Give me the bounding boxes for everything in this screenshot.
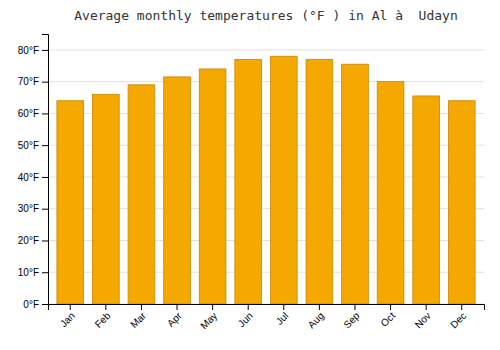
- grid-line: [48, 81, 484, 82]
- y-tick-mark: [42, 82, 48, 83]
- x-tick-mark: [212, 304, 213, 310]
- bar: [342, 64, 369, 304]
- x-tick-mark: [105, 304, 106, 310]
- y-tick: 20°F: [18, 235, 48, 246]
- x-tick: Nov: [413, 304, 433, 330]
- y-tick-label: 10°F: [18, 267, 39, 278]
- title: Average monthly temperatures (°F ) in Al…: [74, 8, 458, 23]
- y-tick-label: 20°F: [18, 235, 39, 246]
- bar: [306, 59, 333, 304]
- y-tick-mark: [42, 113, 48, 114]
- y-tick: 70°F: [18, 76, 48, 87]
- x-tick-mark: [177, 304, 178, 310]
- x-axis-line: [49, 305, 485, 311]
- x-tick: Jun: [236, 304, 255, 329]
- bar: [448, 101, 475, 304]
- y-axis-line: [42, 35, 49, 305]
- bar: [199, 69, 226, 304]
- y-tick-mark: [42, 240, 48, 241]
- x-tick-label: May: [198, 310, 219, 331]
- x-tick-mark: [426, 304, 427, 310]
- x-tick-mark: [141, 304, 142, 310]
- x-tick: Sep: [341, 304, 362, 330]
- y-tick: 40°F: [18, 172, 48, 183]
- x-tick-mark: [319, 304, 320, 310]
- x-tick-label: Nov: [413, 310, 433, 330]
- bar: [128, 85, 155, 304]
- x-tick-mark: [354, 304, 355, 310]
- chart: 0°F 10°F 20°F 30°F 40°F 50°F 60°F 70°F 80°F Jan Fe…: [0, 0, 500, 350]
- y-tick: 60°F: [18, 108, 48, 119]
- x-tick-label: Jul: [274, 310, 291, 327]
- y-tick-mark: [42, 177, 48, 178]
- bar: [164, 77, 191, 304]
- x-tick-label: Jun: [236, 310, 255, 329]
- y-tick-label: 30°F: [18, 203, 39, 214]
- bar: [92, 94, 119, 304]
- y-tick-mark: [42, 50, 48, 51]
- x-tick: Mar: [128, 304, 148, 330]
- y-tick-mark: [42, 145, 48, 146]
- y-tick-label: 60°F: [18, 108, 39, 119]
- x-tick-mark: [390, 304, 391, 310]
- x-tick-label: Dec: [448, 310, 468, 330]
- y-tick-label: 80°F: [18, 45, 39, 56]
- y-tick-label: 50°F: [18, 140, 39, 151]
- x-tick-label: Jan: [58, 310, 77, 329]
- bar: [377, 82, 404, 304]
- y-tick-mark: [42, 272, 48, 273]
- x-tick-mark: [461, 304, 462, 310]
- x-tick-label: Feb: [93, 310, 113, 330]
- bar: [413, 96, 440, 304]
- x-tick: Dec: [448, 304, 468, 330]
- plot: 0°F 10°F 20°F 30°F 40°F 50°F 60°F 70°F 80°F Jan Fe…: [18, 35, 485, 332]
- y-axis: 0°F 10°F 20°F 30°F 40°F 50°F 60°F 70°F 80°F: [18, 35, 49, 310]
- y-tick-mark: [42, 304, 48, 305]
- y-tick-mark: [42, 209, 48, 210]
- x-tick-label: Apr: [165, 310, 184, 329]
- x-tick: Oct: [379, 304, 398, 329]
- x-tick-mark: [70, 304, 71, 310]
- bar: [235, 59, 262, 304]
- grid: [48, 50, 484, 304]
- y-tick-label: 70°F: [18, 76, 39, 87]
- bar: [270, 56, 297, 304]
- x-tick: Jan: [58, 304, 77, 329]
- x-tick-label: Sep: [341, 310, 362, 331]
- y-tick: 0°F: [23, 299, 48, 310]
- x-tick-label: Aug: [306, 310, 326, 330]
- bars: [57, 56, 475, 304]
- y-tick-label: 0°F: [23, 299, 39, 310]
- x-tick-mark: [283, 304, 284, 310]
- bar: [57, 101, 84, 304]
- y-tick: 80°F: [18, 45, 48, 56]
- x-tick-label: Mar: [128, 310, 148, 330]
- y-tick-label: 40°F: [18, 172, 39, 183]
- y-tick: 50°F: [18, 140, 48, 151]
- x-tick-label: Oct: [379, 310, 398, 329]
- y-tick: 10°F: [18, 267, 48, 278]
- x-tick: Jul: [274, 304, 291, 327]
- x-tick: Aug: [306, 304, 326, 330]
- x-tick: Apr: [165, 304, 184, 329]
- x-tick: May: [198, 304, 219, 331]
- grid-line: [48, 49, 484, 50]
- x-tick: Feb: [93, 304, 113, 330]
- x-tick-mark: [248, 304, 249, 310]
- x-axis: Jan Feb Mar Apr May Jun Jul Aug Sep Oct Nov Dec: [49, 304, 485, 331]
- y-tick: 30°F: [18, 203, 48, 214]
